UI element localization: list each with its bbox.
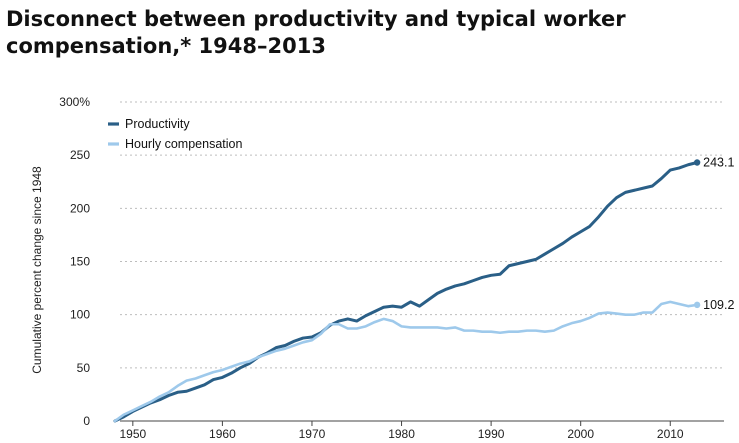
y-axis: 0 50 100 150 200 250 300%	[59, 95, 90, 428]
y-tick-label-100: 100	[70, 308, 90, 322]
legend-label-hourly-compensation: Hourly compensation	[125, 137, 242, 151]
series-line-productivity	[113, 161, 699, 423]
chart-title: Disconnect between productivity and typi…	[6, 7, 626, 58]
series-end-point-productivity	[693, 159, 701, 166]
series-end-label-hourly-compensation: 109.2	[703, 298, 734, 312]
x-tick-label-1950: 1950	[119, 427, 146, 441]
y-tick-label-300: 300%	[59, 95, 90, 109]
x-axis: 1950 1960 1970 1980 1990 2000 2010	[119, 420, 724, 441]
y-tick-label-250: 250	[70, 148, 90, 162]
y-tick-label-50: 50	[77, 361, 91, 375]
series-lines: 243.1 109.2	[113, 156, 734, 423]
x-tick-label-2000: 2000	[567, 427, 594, 441]
series-end-label-productivity: 243.1	[703, 156, 734, 170]
x-tick-label-2010: 2010	[657, 427, 684, 441]
y-tick-label-0: 0	[83, 414, 90, 428]
series-end-point-hourly-compensation	[693, 301, 701, 309]
y-tick-label-150: 150	[70, 255, 90, 269]
legend: Productivity Hourly compensation	[108, 117, 242, 151]
x-tick-label-1980: 1980	[388, 427, 415, 441]
legend-label-productivity: Productivity	[125, 117, 190, 131]
series-line-hourly-compensation	[113, 300, 699, 423]
x-tick-label-1990: 1990	[478, 427, 505, 441]
x-tick-label-1960: 1960	[209, 427, 236, 441]
y-axis-title: Cumulative percent change since 1948	[30, 166, 44, 374]
x-tick-label-1970: 1970	[299, 427, 326, 441]
y-tick-label-200: 200	[70, 201, 90, 215]
gridlines	[120, 101, 724, 369]
